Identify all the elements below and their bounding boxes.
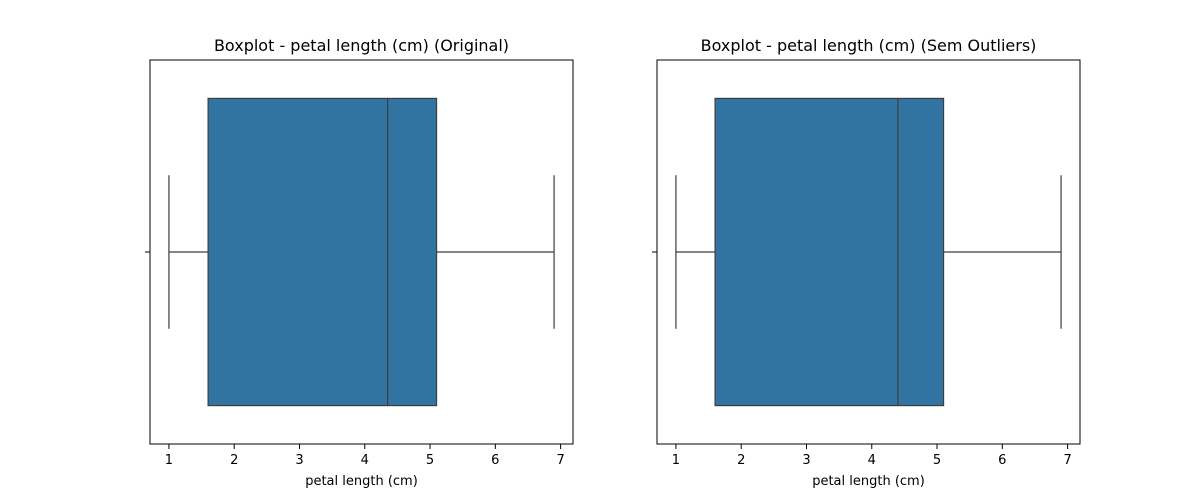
x-axis-ticks: 1 2 3 4 5 6 7: [145, 251, 565, 468]
x-tick-label: 6: [998, 453, 1006, 468]
boxplot-panel-original: Boxplot - petal length (cm) (Original) 1…: [145, 36, 574, 489]
x-tick-label: 4: [361, 453, 369, 468]
iqr-box: [207, 97, 438, 407]
chart-title: Boxplot - petal length (cm) (Sem Outlier…: [701, 36, 1037, 55]
x-tick-label: 2: [737, 453, 745, 468]
boxplot-panel-sem-outliers: Boxplot - petal length (cm) (Sem Outlier…: [652, 36, 1081, 489]
x-tick-label: 2: [230, 453, 238, 468]
x-tick-label: 3: [295, 453, 303, 468]
x-tick-label: 6: [491, 453, 499, 468]
boxplot: [675, 97, 1062, 407]
x-tick-label: 7: [556, 453, 564, 468]
x-axis-ticks: 1 2 3 4 5 6 7: [652, 251, 1072, 468]
x-tick-label: 3: [802, 453, 810, 468]
boxplot: [168, 97, 555, 407]
x-axis-label: petal length (cm): [812, 474, 925, 489]
x-tick-label: 4: [868, 453, 876, 468]
iqr-box: [714, 97, 945, 407]
x-tick-label: 1: [165, 453, 173, 468]
x-tick-label: 7: [1063, 453, 1071, 468]
x-axis-label: petal length (cm): [305, 474, 418, 489]
x-tick-label: 1: [672, 453, 680, 468]
x-tick-label: 5: [933, 453, 941, 468]
x-tick-label: 5: [426, 453, 434, 468]
chart-title: Boxplot - petal length (cm) (Original): [214, 36, 509, 55]
